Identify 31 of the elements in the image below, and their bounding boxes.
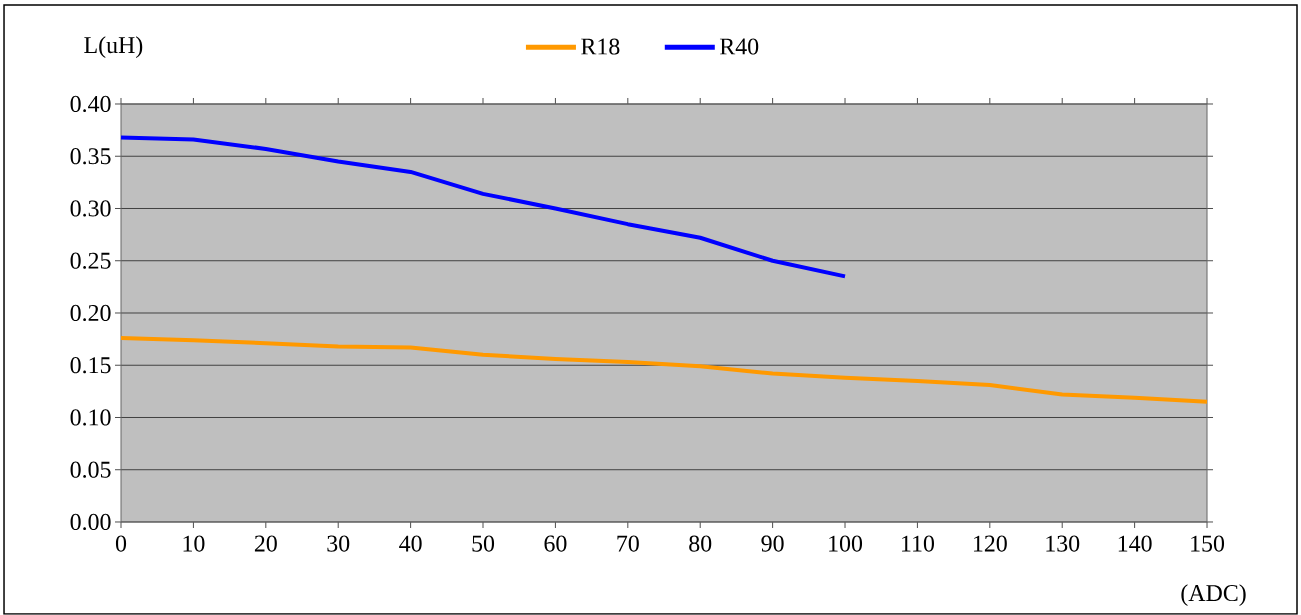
x-tick-label: 80 — [689, 535, 712, 552]
x-tick-label: 140 — [1118, 535, 1152, 552]
line-series — [119, 135, 848, 279]
x-tick-label: 60 — [544, 535, 567, 552]
y-tick-label: 0.25 — [70, 252, 111, 269]
x-tick-label: 30 — [327, 535, 350, 552]
x-axis-title: (ADC) — [1181, 584, 1246, 607]
x-tick-label: 0 — [115, 535, 127, 552]
x-tick-label: 70 — [617, 535, 639, 552]
y-tick-label: 0.15 — [70, 357, 111, 374]
y-tick-label: 0.05 — [70, 461, 111, 478]
y-tick-label: 0.00 — [70, 513, 111, 531]
x-tick-label: 100 — [829, 535, 863, 552]
legend-label: R40 — [719, 38, 759, 55]
x-tick-label: 150 — [1191, 535, 1225, 552]
x-tick-label: 120 — [973, 535, 1007, 552]
y-tick-label: 0.10 — [70, 409, 111, 426]
x-tick-label: 90 — [761, 535, 784, 552]
legend-label: R18 — [581, 38, 620, 55]
line-series — [119, 336, 1210, 404]
x-tick-label: 10 — [183, 535, 205, 552]
x-tick-label: 50 — [472, 535, 495, 552]
y-tick-label: 0.20 — [70, 304, 111, 322]
x-tick-label: 110 — [902, 535, 934, 552]
x-tick-label: 40 — [399, 535, 422, 552]
y-axis-title: L(uH) — [84, 36, 143, 59]
x-tick-label: 20 — [254, 535, 277, 552]
y-tick-label: 0.30 — [70, 200, 111, 217]
x-tick-label: 130 — [1046, 535, 1080, 552]
y-tick-label: 0.40 — [70, 95, 111, 113]
y-tick-label: 0.35 — [70, 148, 111, 165]
